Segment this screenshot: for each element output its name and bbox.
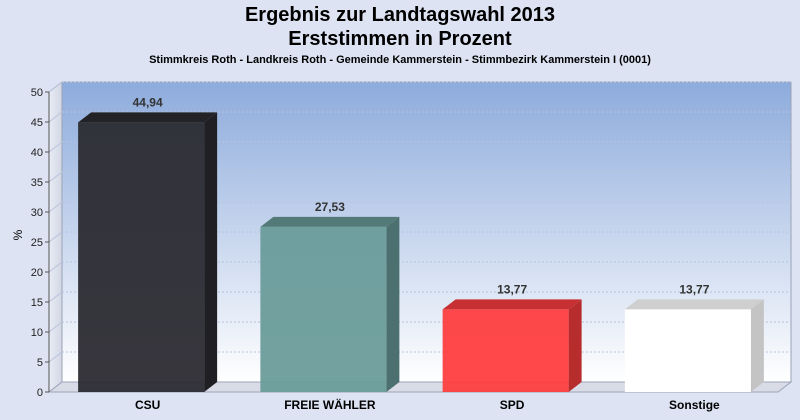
bar-side [386, 216, 400, 392]
grid-line-side [48, 291, 63, 303]
bar-spd [442, 309, 569, 392]
bar-value-label: 13,77 [497, 282, 527, 296]
y-tick-label: 15 [31, 297, 43, 309]
bar-csu [78, 122, 205, 393]
x-category-label: FREIE WÄHLER [284, 397, 376, 412]
x-category-label: CSU [135, 398, 160, 412]
bar-freie-wähler [260, 226, 387, 392]
y-tick-label: 50 [31, 87, 43, 99]
x-category-label: Sonstige [669, 398, 720, 412]
bar-top [624, 299, 764, 310]
y-axis-label: % [11, 229, 25, 240]
bar-top [442, 299, 582, 310]
y-tick-label: 10 [31, 327, 43, 339]
grid-line-side [48, 231, 63, 243]
grid-line-side [48, 321, 63, 333]
bar-value-label: 27,53 [315, 200, 345, 214]
y-tick-label: 35 [31, 177, 43, 189]
bar-side [204, 112, 218, 393]
y-tick-label: 5 [37, 357, 43, 369]
grid-line-side [48, 351, 63, 363]
bar-sonstige [624, 309, 751, 392]
x-category-label: SPD [500, 398, 525, 412]
y-tick-label: 0 [37, 387, 43, 399]
bar-side [568, 299, 582, 392]
chart-title-line-2: Erststimmen in Prozent [288, 28, 512, 50]
bar-side [750, 299, 764, 392]
grid-line-side [48, 141, 63, 153]
bar-top [260, 216, 400, 227]
chart-title: Ergebnis zur Landtagswahl 2013 [244, 4, 556, 26]
bar-top [78, 112, 218, 123]
grid-line-side [48, 81, 63, 93]
y-tick-label: 25 [31, 237, 43, 249]
y-tick-label: 45 [31, 117, 43, 129]
y-tick-label: 30 [31, 207, 43, 219]
grid-line-side [48, 171, 63, 183]
chart-subtitle: Stimmkreis Roth - Landkreis Roth - Gemei… [149, 54, 651, 66]
grid-line-side [48, 261, 63, 273]
grid-line-side [48, 111, 63, 123]
bar-value-label: 44,94 [133, 95, 163, 109]
y-tick-label: 20 [31, 267, 43, 279]
y-tick-label: 40 [31, 147, 43, 159]
bar-value-label: 13,77 [679, 282, 709, 296]
grid-line-side [48, 201, 63, 213]
